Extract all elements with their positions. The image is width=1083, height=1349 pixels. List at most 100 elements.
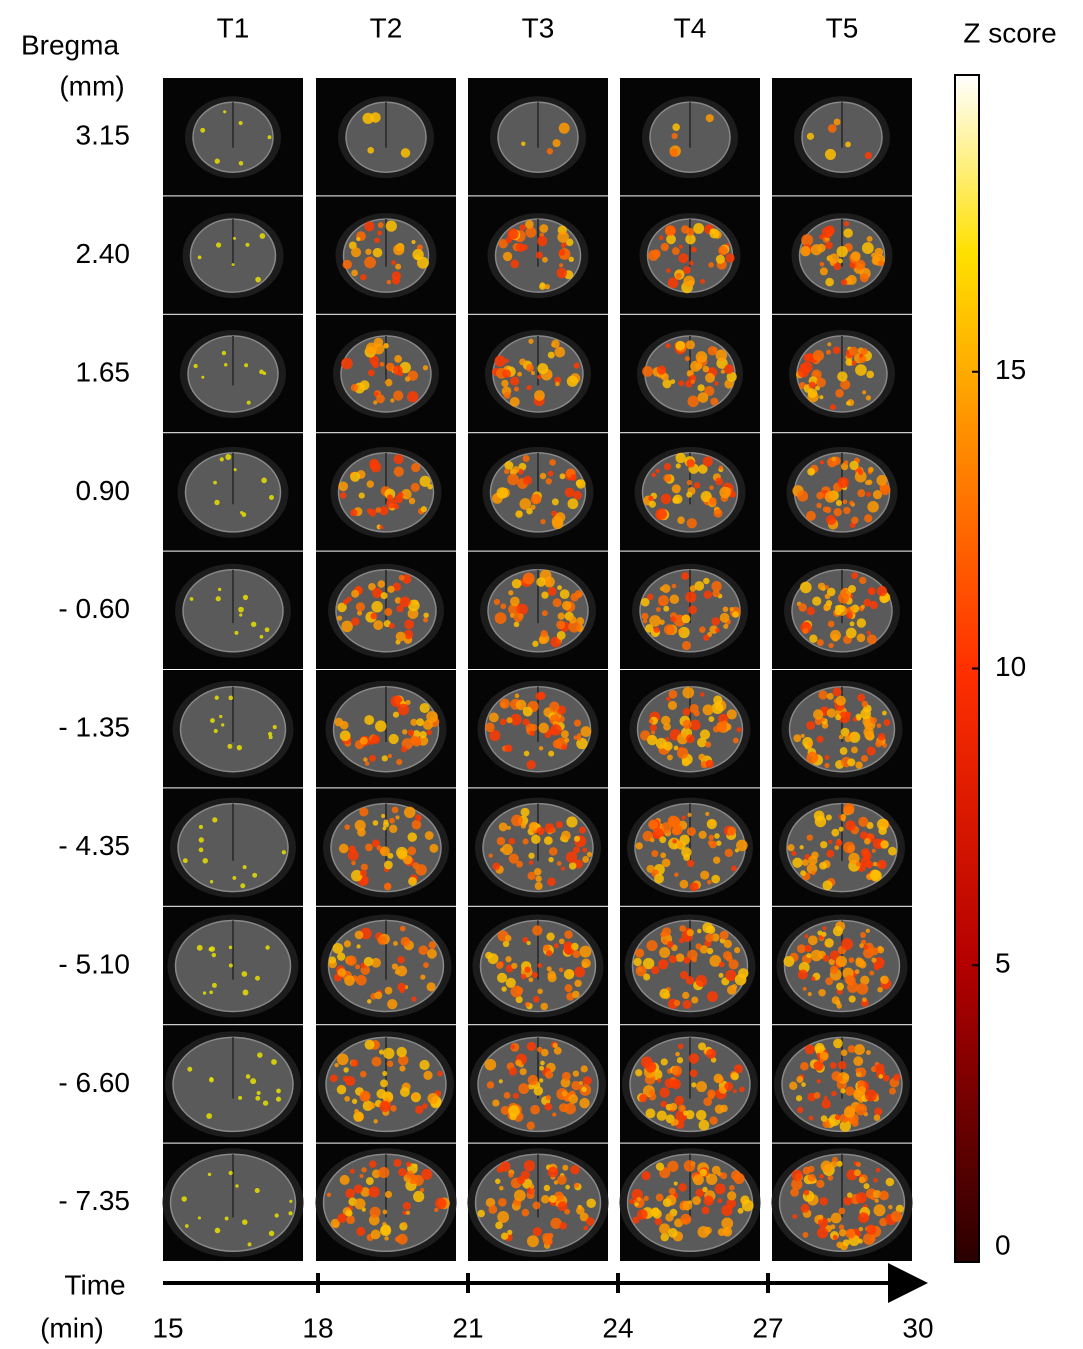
activation-blob (413, 1163, 418, 1168)
activation-blob (876, 585, 888, 597)
activation-blob (419, 475, 431, 487)
activation-blob (355, 974, 367, 986)
activation-blob (572, 950, 581, 958)
activation-blob (827, 1175, 834, 1181)
activation-blob (883, 719, 891, 727)
activation-blob (238, 606, 244, 613)
brain-slice (468, 670, 608, 788)
activation-blob (372, 587, 383, 599)
activation-blob (667, 1228, 678, 1238)
activation-blob (499, 698, 510, 709)
activation-blob (538, 746, 544, 751)
activation-blob (522, 936, 529, 943)
activation-blob (396, 758, 403, 766)
activation-blob (238, 1095, 243, 1100)
activation-blob (246, 400, 251, 405)
activation-blob (507, 228, 519, 240)
activation-blob (860, 604, 865, 609)
activation-blob (252, 872, 258, 878)
activation-blob (403, 806, 416, 819)
activation-blob (866, 1050, 871, 1055)
activation-blob (550, 636, 562, 648)
activation-blob (393, 454, 404, 465)
activation-blob (555, 821, 563, 829)
activation-blob (511, 814, 523, 827)
activation-blob (369, 509, 377, 517)
row-label: - 6.60 (58, 1067, 130, 1098)
bregma-label: Bregma (21, 29, 119, 60)
activation-blob (702, 365, 710, 373)
activation-blob (337, 1213, 347, 1224)
activation-blob (823, 604, 830, 612)
activation-blob (695, 362, 703, 370)
activation-blob (559, 589, 570, 599)
activation-blob (802, 986, 807, 991)
activation-blob (687, 812, 692, 817)
activation-blob (808, 1115, 814, 1121)
activation-blob (353, 1111, 364, 1122)
activation-blob (343, 599, 349, 605)
activation-blob (505, 935, 512, 942)
brain-slice (468, 78, 608, 196)
activation-blob (857, 1080, 865, 1088)
activation-blob (667, 1160, 679, 1173)
activation-blob (545, 1095, 551, 1101)
activation-blob (868, 466, 874, 473)
activation-blob (573, 719, 582, 727)
activation-blob (816, 377, 826, 388)
activation-blob (819, 1197, 828, 1206)
activation-blob (394, 969, 401, 975)
activation-blob (550, 724, 562, 736)
activation-blob (552, 1042, 558, 1048)
activation-blob (528, 338, 534, 344)
activation-blob (405, 1161, 412, 1167)
activation-blob (829, 965, 839, 974)
activation-blob (676, 1057, 684, 1064)
activation-blob (836, 982, 844, 991)
activation-blob (586, 1198, 596, 1209)
activation-blob (681, 815, 686, 820)
activation-blob (510, 713, 522, 726)
activation-blob (533, 995, 540, 1003)
activation-blob (671, 1065, 682, 1076)
activation-blob (800, 581, 812, 594)
activation-blob (371, 957, 381, 968)
activation-blob (350, 383, 359, 392)
activation-blob (342, 259, 352, 270)
activation-blob (359, 869, 367, 877)
activation-blob (711, 874, 720, 884)
activation-blob (857, 469, 864, 475)
activation-blob (546, 932, 555, 941)
activation-blob (704, 741, 712, 748)
brain-slice (468, 551, 608, 669)
activation-blob (242, 989, 249, 996)
activation-blob (262, 371, 267, 376)
activation-blob (574, 590, 583, 599)
activation-blob (357, 828, 366, 837)
activation-blob (369, 1206, 381, 1218)
activation-blob (700, 870, 710, 880)
activation-blob (355, 602, 366, 612)
time-tick-label: 21 (452, 1312, 483, 1343)
activation-blob (546, 148, 554, 155)
activation-blob (634, 948, 645, 958)
activation-blob (711, 933, 720, 942)
brain-slice (620, 906, 760, 1025)
activation-blob (825, 814, 832, 821)
activation-blob (423, 612, 429, 618)
activation-blob (812, 709, 824, 720)
activation-blob (826, 692, 834, 700)
activation-blob (211, 952, 217, 958)
activation-blob (804, 934, 809, 939)
activation-blob (822, 926, 827, 931)
activation-blob (637, 1209, 648, 1220)
activation-blob (374, 391, 379, 396)
activation-blob (661, 858, 671, 868)
activation-blob (363, 757, 368, 762)
activation-blob (801, 1082, 806, 1087)
activation-blob (851, 1119, 859, 1127)
activation-blob (583, 1225, 589, 1231)
activation-blob (863, 1215, 869, 1221)
activation-blob (511, 962, 518, 969)
activation-blob (864, 838, 871, 845)
